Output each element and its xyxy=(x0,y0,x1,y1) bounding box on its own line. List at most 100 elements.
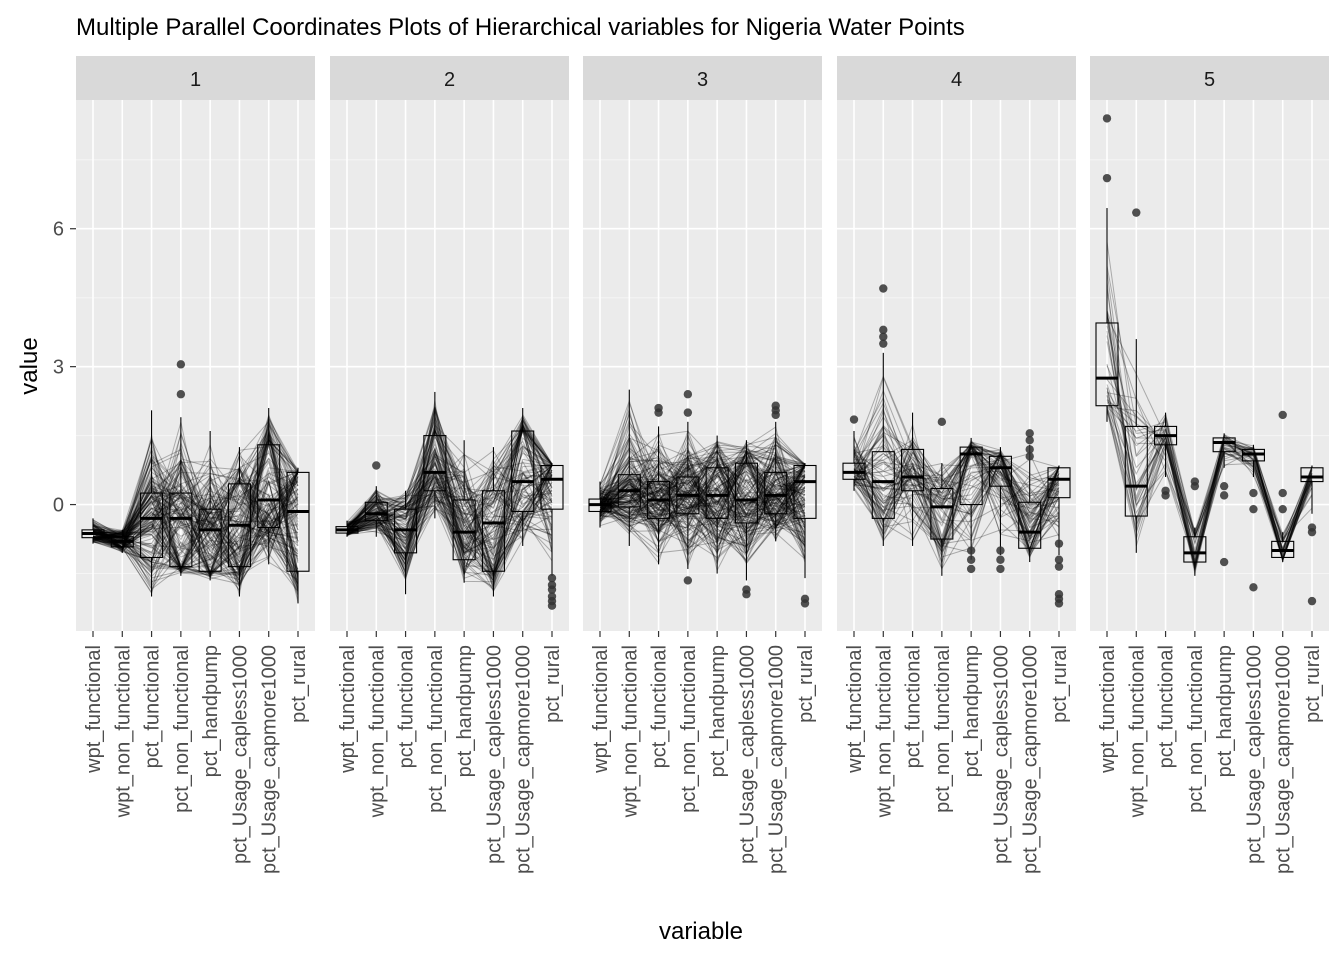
data-line xyxy=(1106,399,1313,564)
data-line xyxy=(599,470,806,549)
x-tick-label: wpt_non_functional xyxy=(873,645,895,818)
data-line xyxy=(1106,271,1313,565)
data-line xyxy=(92,471,299,550)
boxplot-pct_functional xyxy=(1154,412,1178,477)
x-tick-label: pct_Usage_capmore1000 xyxy=(513,645,535,874)
data-line xyxy=(346,415,553,525)
data-line xyxy=(92,457,299,549)
data-line xyxy=(346,408,553,588)
boxplot-pct_handpump xyxy=(198,431,222,581)
data-line xyxy=(346,453,553,549)
x-tick-label: pct_functional xyxy=(903,645,925,768)
data-line xyxy=(346,427,553,535)
data-line xyxy=(853,445,1060,556)
data-line xyxy=(92,471,299,573)
outlier-point xyxy=(937,417,947,427)
data-line xyxy=(599,457,806,532)
data-line xyxy=(599,455,806,566)
data-line xyxy=(853,439,1060,555)
outlier-point xyxy=(996,555,1005,564)
outlier-point xyxy=(1278,504,1287,514)
data-line xyxy=(346,474,553,531)
data-line xyxy=(599,446,806,572)
outlier-point xyxy=(547,601,557,610)
data-line xyxy=(92,466,299,557)
data-line xyxy=(599,441,806,515)
data-line xyxy=(599,450,806,560)
data-line xyxy=(92,504,299,579)
data-line xyxy=(346,447,553,574)
data-line xyxy=(346,414,553,546)
x-tick-label: wpt_non_functional xyxy=(1126,645,1148,818)
data-line xyxy=(599,439,806,550)
data-line xyxy=(599,471,806,523)
data-line xyxy=(599,457,806,529)
data-line xyxy=(92,452,299,545)
x-tick-label: pct_Usage_capless1000 xyxy=(990,645,1012,864)
data-line xyxy=(92,479,299,603)
data-line xyxy=(92,471,299,571)
data-line xyxy=(599,444,806,517)
boxplot-pct_non_functional xyxy=(1183,527,1207,576)
data-line xyxy=(346,420,553,574)
data-line xyxy=(92,469,299,570)
data-line xyxy=(599,464,806,526)
boxplot-pct_Usage_capless1000 xyxy=(481,447,505,597)
data-line xyxy=(92,507,299,550)
data-line xyxy=(853,443,1060,526)
box-iqr xyxy=(764,471,788,515)
data-line xyxy=(599,441,806,554)
outlier-point xyxy=(683,408,693,417)
data-line xyxy=(599,451,806,559)
data-line xyxy=(599,444,806,529)
data-line xyxy=(1106,288,1313,561)
boxplot-pct_handpump xyxy=(452,440,476,583)
outlier-point xyxy=(1278,410,1287,420)
boxplot-pct_Usage_capmore1000 xyxy=(511,408,535,546)
facet-strip xyxy=(330,56,569,100)
outlier-point xyxy=(683,576,693,585)
data-line xyxy=(853,467,1060,524)
data-line xyxy=(599,450,806,543)
data-line xyxy=(599,450,806,531)
data-line xyxy=(92,437,299,578)
x-tick-label: pct_rural xyxy=(1049,645,1071,723)
box-iqr xyxy=(364,501,388,522)
outlier-point xyxy=(1249,504,1258,514)
data-line xyxy=(853,436,1060,570)
data-line xyxy=(599,456,806,555)
data-line xyxy=(599,447,806,568)
data-line xyxy=(599,457,806,562)
data-line xyxy=(599,480,806,551)
outlier-point xyxy=(1219,481,1229,491)
boxplot-pct_Usage_capless1000 xyxy=(1241,444,1265,477)
outlier-point xyxy=(1054,562,1064,571)
outlier-point xyxy=(1249,488,1258,498)
data-line xyxy=(92,467,299,570)
x-tick-label: wpt_non_functional xyxy=(619,645,641,818)
data-line xyxy=(92,479,299,572)
data-line xyxy=(92,436,299,557)
boxplot-pct_Usage_capmore1000 xyxy=(257,408,281,565)
data-line xyxy=(92,437,299,552)
x-tick-label: pct_non_functional xyxy=(1185,645,1207,813)
boxplot-pct_functional xyxy=(140,410,164,597)
data-line xyxy=(346,458,553,582)
box-iqr xyxy=(871,451,895,519)
data-line xyxy=(346,416,553,591)
data-line xyxy=(346,455,553,575)
facet-panel-3: 3 wpt_functional wpt_non_functional pct_fun… xyxy=(583,56,822,874)
data-line xyxy=(599,450,806,539)
outlier-point xyxy=(996,564,1005,574)
data-line xyxy=(92,421,299,561)
x-tick-label: pct_Usage_capless1000 xyxy=(483,645,505,864)
data-line xyxy=(853,453,1060,518)
data-line xyxy=(346,427,553,550)
x-tick-label: wpt_functional xyxy=(590,645,612,774)
data-line xyxy=(853,434,1060,570)
data-line xyxy=(853,459,1060,519)
data-line xyxy=(92,476,299,539)
data-line xyxy=(599,448,806,544)
data-line xyxy=(92,449,299,570)
data-line xyxy=(346,423,553,557)
